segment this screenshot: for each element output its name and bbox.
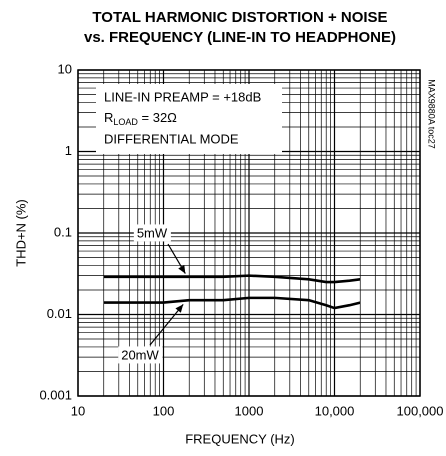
x-tick-label: 10,000: [315, 403, 355, 418]
plot-frame: [77, 69, 421, 397]
annotation-part: = 32Ω: [138, 110, 177, 125]
annotation: DIFFERENTIAL MODE: [104, 131, 239, 146]
series-label-bg: [118, 346, 163, 364]
x-tick-label: 100: [153, 403, 175, 418]
series-label: 20mW: [121, 347, 159, 362]
annotation-part: R: [104, 110, 113, 125]
y-tick-label: 0.01: [47, 306, 72, 321]
y-tick-label: 0.1: [54, 224, 72, 239]
series-label: 5mW: [137, 225, 168, 240]
series-line: [103, 274, 361, 284]
series-label-bg: [133, 224, 171, 242]
arrow-line: [149, 303, 184, 346]
chart-title: TOTAL HARMONIC DISTORTION + NOISE: [92, 9, 387, 26]
series-line: [103, 296, 361, 310]
annotation-subscript: LOAD: [113, 117, 138, 127]
side-note: MAX9880A toc27: [427, 79, 437, 149]
annotation: RLOAD = 32Ω: [104, 110, 177, 127]
chart-title: vs. FREQUENCY (LINE-IN TO HEADPHONE): [84, 29, 396, 46]
y-axis-label: THD+N (%): [13, 199, 28, 267]
arrow-head: [178, 264, 186, 274]
y-tick-label: 0.001: [39, 387, 72, 402]
arrow-head: [175, 304, 184, 313]
y-tick-label: 1: [65, 143, 72, 158]
x-axis-label: FREQUENCY (Hz): [185, 431, 295, 446]
x-tick-label: 10: [71, 403, 85, 418]
y-tick-label: 10: [58, 61, 72, 76]
side-note-bg: [424, 72, 438, 160]
x-tick-label: 100,000: [397, 403, 444, 418]
annotation-box: [96, 84, 282, 154]
annotation: LINE-IN PREAMP = +18dB: [104, 89, 261, 104]
x-tick-label: 1000: [235, 403, 264, 418]
